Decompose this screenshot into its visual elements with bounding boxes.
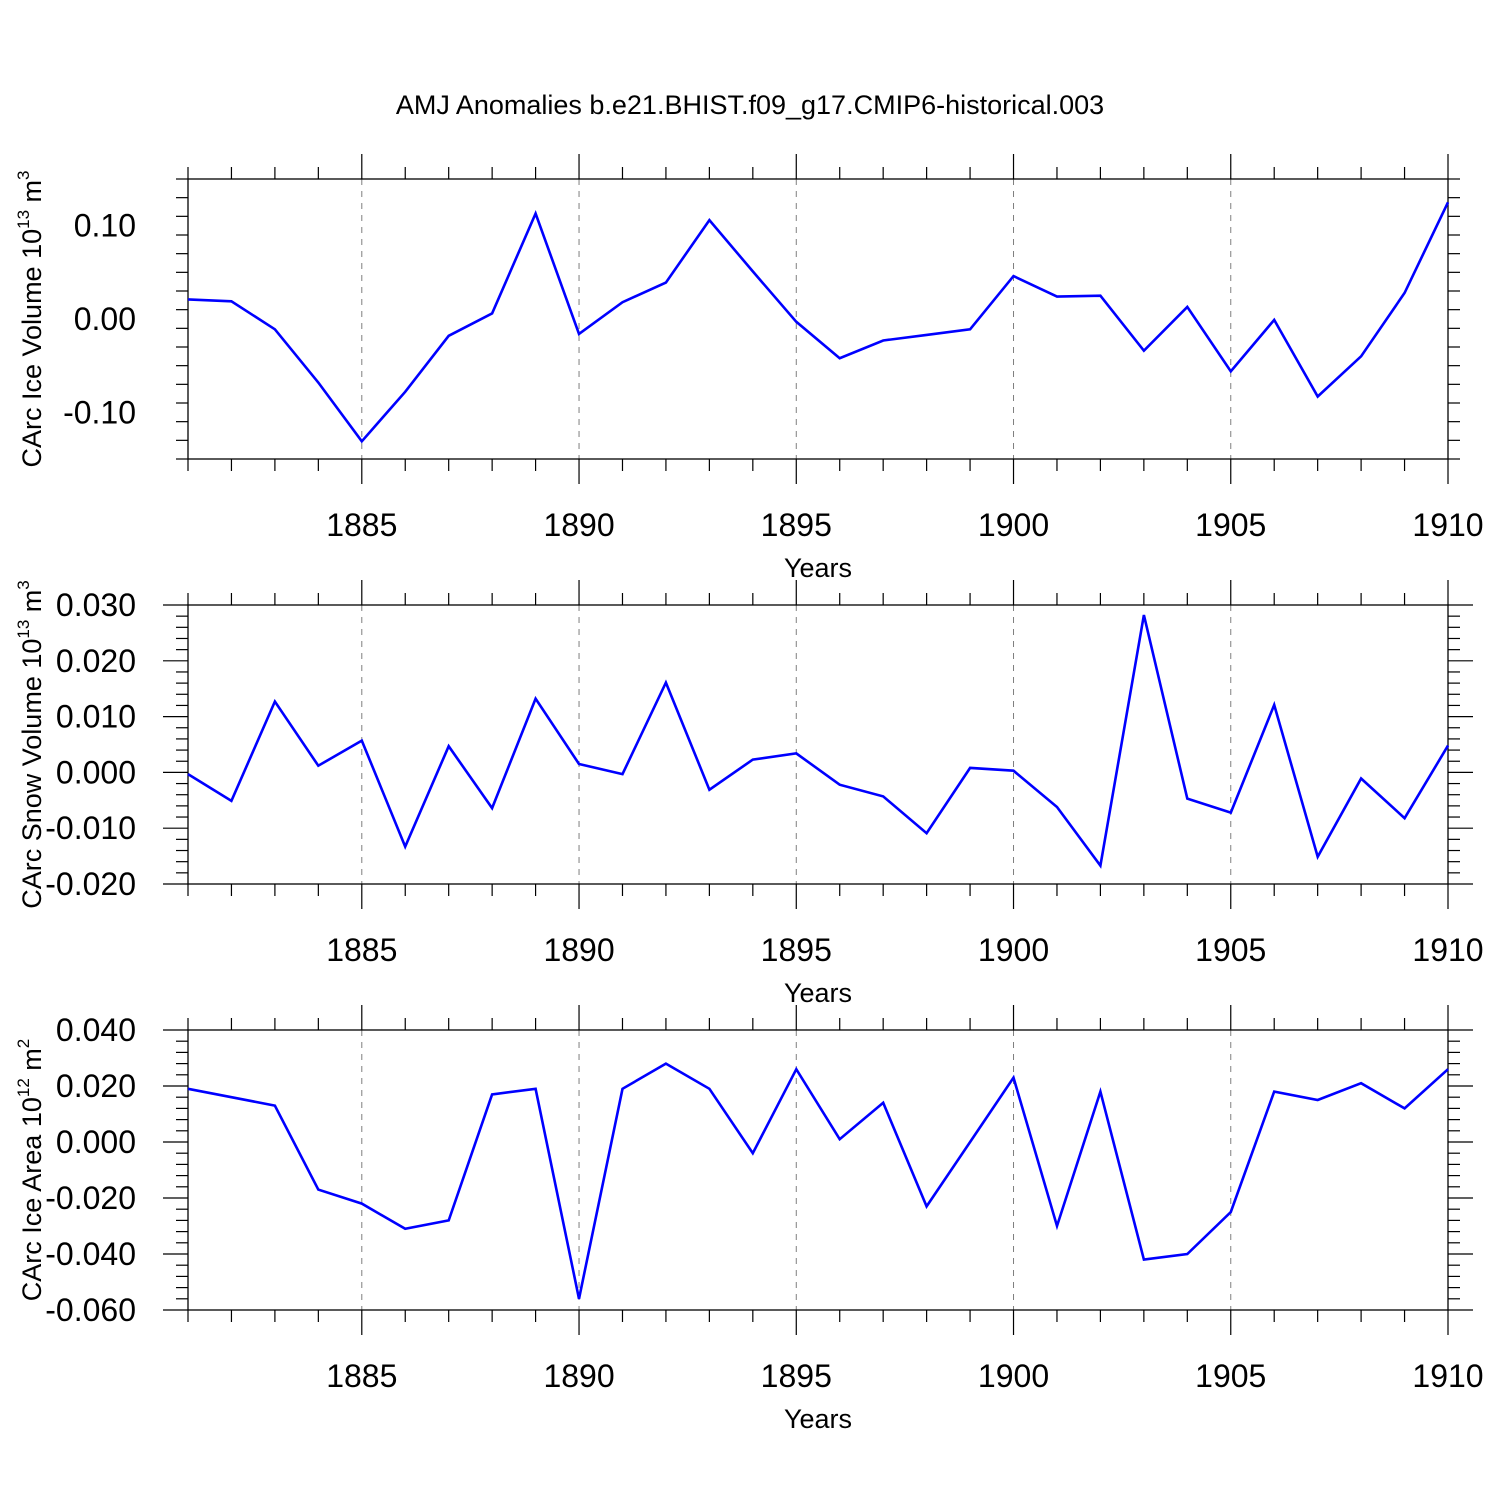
x-tick-label: 1900 — [978, 507, 1049, 543]
y-tick-label: 0.020 — [56, 643, 136, 679]
x-axis-label: Years — [784, 1404, 852, 1434]
y-tick-label: 0.10 — [74, 208, 136, 244]
series-line — [188, 615, 1448, 866]
x-tick-label: 1890 — [543, 932, 614, 968]
x-axis-label: Years — [784, 553, 852, 583]
x-tick-label: 1885 — [326, 507, 397, 543]
x-tick-label: 1900 — [978, 932, 1049, 968]
panel-3: -0.060 -0.040 -0.020 0.000 0.020 0.040 1885 189… — [14, 1005, 1484, 1434]
x-tick-label: 1895 — [761, 507, 832, 543]
x-axis-label: Years — [784, 978, 852, 1008]
y-axis-label-part: m — [17, 590, 47, 620]
y-tick-label: 0.000 — [56, 1124, 136, 1160]
y-tick-label: -0.040 — [45, 1236, 136, 1272]
y-axis-label-part: CArc Snow Volume 10 — [17, 639, 47, 909]
y-tick-label: 0.020 — [56, 1068, 136, 1104]
x-tick-label: 1895 — [761, 932, 832, 968]
x-tick-label: 1910 — [1412, 1358, 1483, 1394]
y-axis-label-part: CArc Ice Area 10 — [17, 1097, 47, 1301]
y-axis-label-part: 12 — [14, 1078, 33, 1097]
x-tick-label: 1905 — [1195, 932, 1266, 968]
y-tick-label: 0.000 — [56, 754, 136, 790]
y-axis-label-part: m — [17, 1048, 47, 1078]
y-axis-label-part: 3 — [14, 170, 33, 179]
y-axis-label-part: 13 — [14, 210, 33, 229]
y-tick-label: 0.010 — [56, 699, 136, 735]
plot-frame — [188, 1030, 1448, 1310]
series-line — [188, 202, 1448, 441]
y-axis-label: CArc Ice Area 1012 m2 — [14, 1039, 47, 1302]
y-axis-label-part: 13 — [14, 620, 33, 639]
x-tick-label: 1900 — [978, 1358, 1049, 1394]
y-tick-label: -0.020 — [45, 1180, 136, 1216]
y-tick-label: 0.030 — [56, 587, 136, 623]
y-tick-label: 0.00 — [74, 301, 136, 337]
panel-1: -0.10 0.00 0.10 1885 1890 1895 1900 1905 1910 Yea… — [14, 154, 1484, 583]
y-axis-label-part: CArc Ice Volume 10 — [17, 229, 47, 468]
x-tick-label: 1885 — [326, 932, 397, 968]
y-axis-label-part: 3 — [14, 580, 33, 589]
y-axis-label: CArc Snow Volume 1013 m3 — [14, 580, 47, 909]
x-tick-label: 1885 — [326, 1358, 397, 1394]
y-axis-label: CArc Ice Volume 1013 m3 — [14, 170, 47, 467]
x-tick-label: 1895 — [761, 1358, 832, 1394]
x-tick-label: 1910 — [1412, 932, 1483, 968]
y-axis-label-part: m — [17, 180, 47, 210]
y-tick-label: -0.060 — [45, 1292, 136, 1328]
y-tick-label: -0.010 — [45, 810, 136, 846]
y-axis-label-part: 2 — [14, 1039, 33, 1048]
chart-title: AMJ Anomalies b.e21.BHIST.f09_g17.CMIP6-… — [396, 90, 1104, 120]
y-tick-label: 0.040 — [56, 1012, 136, 1048]
plot-frame — [188, 179, 1448, 459]
x-tick-label: 1910 — [1412, 507, 1483, 543]
x-tick-label: 1905 — [1195, 1358, 1266, 1394]
x-tick-label: 1905 — [1195, 507, 1266, 543]
series-line — [188, 1064, 1448, 1299]
x-tick-label: 1890 — [543, 1358, 614, 1394]
panels: -0.10 0.00 0.10 1885 1890 1895 1900 1905 1910 Yea… — [14, 154, 1484, 1434]
panel-2: -0.020 -0.010 0.000 0.010 0.020 0.030 1885 1890… — [14, 580, 1484, 1008]
x-tick-label: 1890 — [543, 507, 614, 543]
y-tick-label: -0.10 — [63, 394, 136, 430]
y-tick-label: -0.020 — [45, 866, 136, 902]
